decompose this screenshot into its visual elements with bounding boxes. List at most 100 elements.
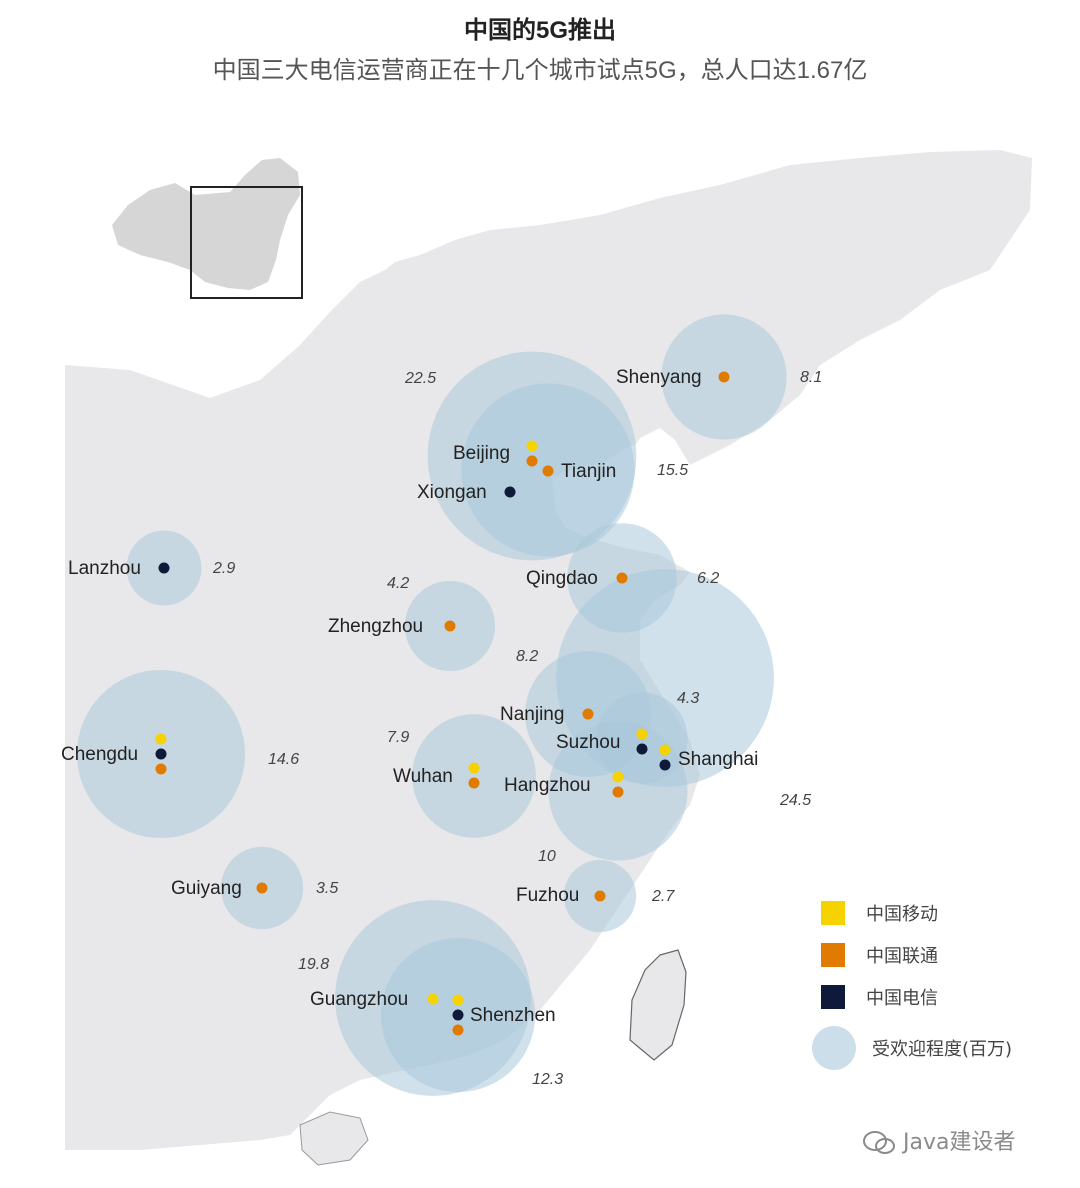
city-label: Xiongan [417,482,487,503]
city-label: Shenyang [616,367,702,388]
bubble-value-label: 4.2 [387,575,409,592]
city-label: Nanjing [500,704,564,725]
operator-dot-china-unicom [582,708,594,720]
operator-dot-china-mobile [612,771,624,783]
bubble-value-label: 7.9 [387,729,409,746]
operator-dot-china-telecom [636,743,648,755]
city-shanghai: Shanghai [659,744,758,771]
city-label: Beijing [453,443,510,464]
operator-dot-china-mobile [155,733,167,745]
legend-swatch-bubble [812,1026,856,1070]
map-title: 中国的5G推出 [463,17,616,44]
bubble-value-label: 6.2 [697,570,719,587]
bubble-value-label: 3.5 [316,880,338,897]
operator-dot-china-unicom [542,465,554,477]
operator-dot-china-unicom [616,572,628,584]
taiwan-island [629,949,687,1061]
wechat-icon [863,1131,895,1154]
legend-label-china-unicom: 中国联通 [866,946,938,967]
bubble-value-label: 4.3 [677,690,699,707]
bubble-value-label: 14.6 [268,751,299,768]
cities-layer: Shenyang Beijing Tianjin Xiongan Lanzhou Qing… [61,367,758,1036]
legend-label-china-mobile: 中国移动 [866,904,938,925]
city-label: Guiyang [171,878,242,899]
city-label: Qingdao [526,568,598,589]
city-label: Suzhou [556,732,620,753]
operator-dot-china-unicom [594,890,606,902]
watermark: Java建设者 [862,1124,1015,1156]
operator-dot-china-unicom [444,620,456,632]
legend-label-china-telecom: 中国电信 [866,988,938,1009]
inset-frame [190,186,303,299]
bubble-value-label: 2.9 [212,560,235,577]
legend-swatch-china-mobile [821,901,845,925]
operator-dot-china-unicom [526,455,538,467]
city-guiyang: Guiyang [171,878,268,899]
map-subtitle: 中国三大电信运营商正在十几个城市试点5G，总人口达1.67亿 [212,57,868,84]
operator-dot-china-unicom [468,777,480,789]
city-label: Shenzhen [470,1005,556,1026]
bubble-value-label: 10 [538,848,556,865]
operator-dot-china-mobile [468,762,480,774]
bubble-value-label: 22.5 [404,370,436,387]
bubble-value-label: 15.5 [657,462,688,479]
operator-dot-china-mobile [427,993,439,1005]
city-shenzhen: Shenzhen [452,994,556,1036]
operator-dot-china-unicom [718,371,730,383]
operator-dot-china-telecom [158,562,170,574]
city-label: Hangzhou [504,775,591,796]
city-hangzhou: Hangzhou [504,771,624,798]
bubble-value-label: 19.8 [298,956,329,973]
operator-dot-china-unicom [612,786,624,798]
legend-swatch-china-telecom [821,985,845,1009]
operator-dot-china-telecom [504,486,516,498]
operator-dot-china-unicom [452,1024,464,1036]
city-label: Tianjin [561,461,616,482]
city-label: Guangzhou [310,989,408,1010]
city-qingdao: Qingdao [526,568,628,589]
hainan-island [299,1111,369,1166]
city-shenyang: Shenyang [616,367,730,388]
watermark-text: Java建设者 [903,1130,1016,1155]
bubble-value-label: 8.2 [516,648,538,665]
city-tianjin: Tianjin [542,461,616,482]
city-label: Zhengzhou [328,616,423,637]
operator-dot-china-unicom [256,882,268,894]
bubble-value-label: 12.3 [532,1071,563,1088]
operator-dot-china-telecom [659,759,671,771]
city-wuhan: Wuhan [393,762,480,789]
bubbles-layer [76,314,787,1096]
city-guangzhou: Guangzhou [310,989,439,1010]
bubble-value-label: 24.5 [779,792,811,809]
bubble-7-9 [412,714,536,838]
operator-dot-china-telecom [155,748,167,760]
operator-dot-china-mobile [636,728,648,740]
city-nanjing: Nanjing [500,704,594,725]
city-label: Lanzhou [68,558,141,579]
operator-dot-china-telecom [452,1009,464,1021]
city-label: Wuhan [393,766,453,787]
city-fuzhou: Fuzhou [516,885,606,906]
operator-dot-china-unicom [155,763,167,775]
city-label: Fuzhou [516,885,579,906]
values-layer: 8.1 22.5 15.5 2.9 6.2 4.2 14.6 8.2 4.3 24.5 7.9 10 3… [212,369,822,1088]
operator-dot-china-mobile [659,744,671,756]
mainland-land [65,150,1032,1150]
city-label: Chengdu [61,744,138,765]
operator-dot-china-mobile [452,994,464,1006]
city-suzhou: Suzhou [556,728,648,755]
city-zhengzhou: Zhengzhou [328,616,456,637]
city-chengdu: Chengdu [61,733,167,775]
legend-label-bubble: 受欢迎程度(百万) [872,1039,1012,1060]
city-lanzhou: Lanzhou [68,558,170,579]
city-label: Shanghai [678,749,758,770]
bubble-value-label: 2.7 [651,888,675,905]
city-xiongan: Xiongan [417,482,516,503]
inset-overview-map [112,158,303,299]
legend-swatch-china-unicom [821,943,845,967]
city-beijing: Beijing [453,440,538,467]
bubble-value-label: 8.1 [800,369,822,386]
operator-dot-china-mobile [526,440,538,452]
